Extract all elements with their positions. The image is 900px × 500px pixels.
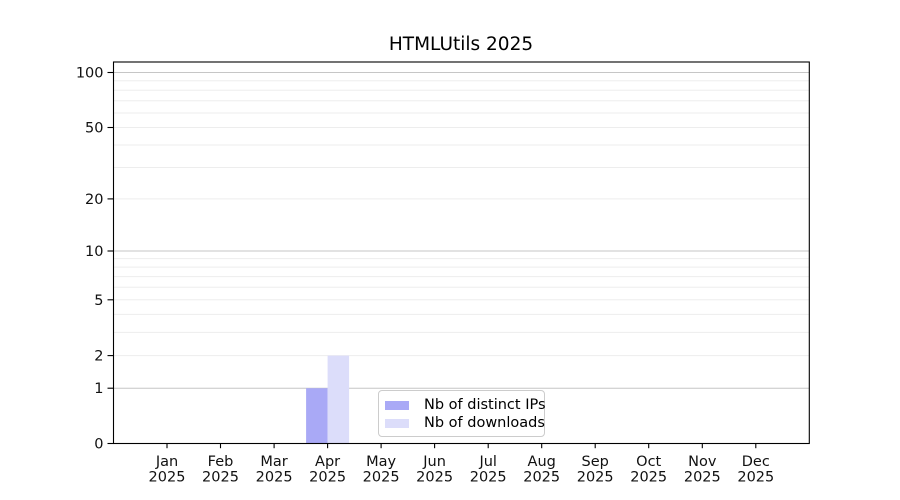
legend-swatch-distinct-ips [385,400,409,410]
x-tick-label-month: Dec [742,454,770,470]
legend-label-downloads: Nb of downloads [424,415,545,431]
axes-spines [112,61,810,445]
y-tick-label: 1 [94,381,103,397]
bar-nb-of-distinct-ips [306,388,328,444]
y-tick-label: 0 [94,437,103,453]
x-tick-label-year: 2025 [684,470,721,486]
x-tick-label-year: 2025 [577,470,614,486]
x-tick-label-month: Nov [688,454,717,470]
bar-nb-of-downloads [327,355,350,444]
x-tick-label-year: 2025 [416,470,453,486]
y-tick-label: 10 [85,244,103,260]
x-tick-label-year: 2025 [470,470,507,486]
y-tick-label: 2 [94,349,103,365]
x-tick-label-month: Jun [422,454,446,470]
x-tick-label-month: Sep [582,454,609,470]
x-tick-label-month: Oct [636,454,661,470]
legend-item-downloads: Nb of downloads [385,414,545,432]
x-tick-label-year: 2025 [309,470,346,486]
legend-label-distinct-ips: Nb of distinct IPs [424,397,546,413]
legend-swatch-downloads [385,418,409,428]
x-tick-label-year: 2025 [149,470,186,486]
y-tick-label: 100 [76,66,104,82]
x-tick-label-year: 2025 [202,470,239,486]
x-tick-label-month: Aug [528,454,556,470]
x-tick-label-month: Jan [155,454,178,470]
y-tick-label: 5 [94,293,103,309]
x-tick-label-year: 2025 [737,470,774,486]
x-tick-label-year: 2025 [630,470,667,486]
x-tick-label-year: 2025 [523,470,560,486]
x-tick-label-month: Jul [478,454,497,470]
x-tick-label-month: Apr [315,454,340,470]
legend: Nb of distinct IPs Nb of downloads [378,390,546,437]
x-tick-label-month: May [366,454,396,470]
x-tick-label-year: 2025 [363,470,400,486]
legend-item-distinct-ips: Nb of distinct IPs [385,396,546,414]
x-tick-label-year: 2025 [256,470,293,486]
chart-title: HTMLUtils 2025 [388,34,534,55]
x-tick-label-month: Mar [260,454,287,470]
x-tick-label-month: Feb [208,454,234,470]
y-tick-label: 20 [85,192,103,208]
y-tick-label: 50 [85,121,103,137]
